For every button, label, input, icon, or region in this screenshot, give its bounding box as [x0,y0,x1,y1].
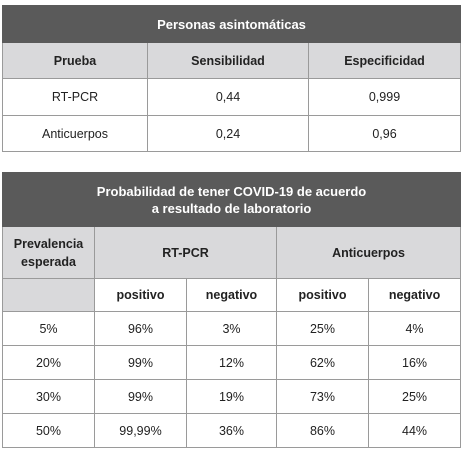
table-row: 50% 99,99% 36% 86% 44% [2,413,462,448]
specificity-cell: 0,96 [308,115,461,152]
table-row: 30% 99% 19% 73% 25% [2,379,462,414]
header-prueba: Prueba [2,42,148,79]
prevalence-cell: 30% [2,379,95,414]
prevalence-cell: 5% [2,311,95,346]
asymptomatic-table-title: Personas asintomáticas [2,5,461,43]
header-prevalencia: Prevalencia esperada [2,226,95,279]
value-cell: 12% [186,345,277,380]
value-cell: 99,99% [94,413,187,448]
subheader-positivo-rtpcr: positivo [94,278,187,312]
value-cell: 62% [276,345,369,380]
value-cell: 25% [276,311,369,346]
subheader-negativo-anticuerpos: negativo [367,278,462,312]
sensitivity-cell: 0,44 [147,78,309,116]
prevalence-line-2: esperada [21,254,76,269]
sensitivity-cell: 0,24 [147,115,309,152]
table-row: Anticuerpos 0,24 0,96 [2,115,461,152]
test-name-cell: Anticuerpos [2,115,148,152]
header-especificidad: Especificidad [308,42,461,79]
table-row: RT-PCR 0,44 0,999 [2,78,461,116]
table-row: 20% 99% 12% 62% 16% [2,345,462,380]
prevalence-cell: 50% [2,413,95,448]
empty-header-cell [2,278,95,312]
asymptomatic-table: Personas asintomáticas Prueba Sensibilid… [2,5,461,152]
title-line-1: Probabilidad de tener COVID-19 de acuerd… [96,183,367,199]
subheader-positivo-anticuerpos: positivo [276,278,369,312]
prevalence-line-1: Prevalencia [13,236,84,251]
value-cell: 99% [94,345,187,380]
test-name-cell: RT-PCR [2,78,148,116]
prevalence-cell: 20% [2,345,95,380]
subheader-negativo-rtpcr: negativo [186,278,277,312]
value-cell: 73% [276,379,369,414]
header-anticuerpos: Anticuerpos [275,226,462,279]
header-rt-pcr: RT-PCR [94,226,277,279]
value-cell: 3% [186,311,277,346]
value-cell: 86% [276,413,369,448]
value-cell: 4% [367,311,462,346]
value-cell: 36% [186,413,277,448]
covid-probability-title: Probabilidad de tener COVID-19 de acuerd… [1,172,462,227]
table-row: 5% 96% 3% 25% 4% [2,311,462,346]
covid-probability-table: Probabilidad de tener COVID-19 de acuerd… [1,172,462,448]
value-cell: 44% [367,413,462,448]
specificity-cell: 0,999 [308,78,461,116]
title-line-2: a resultado de laboratorio [151,200,312,216]
header-sensibilidad: Sensibilidad [147,42,309,79]
value-cell: 99% [94,379,187,414]
value-cell: 16% [367,345,462,380]
value-cell: 96% [94,311,187,346]
value-cell: 25% [367,379,462,414]
value-cell: 19% [186,379,277,414]
